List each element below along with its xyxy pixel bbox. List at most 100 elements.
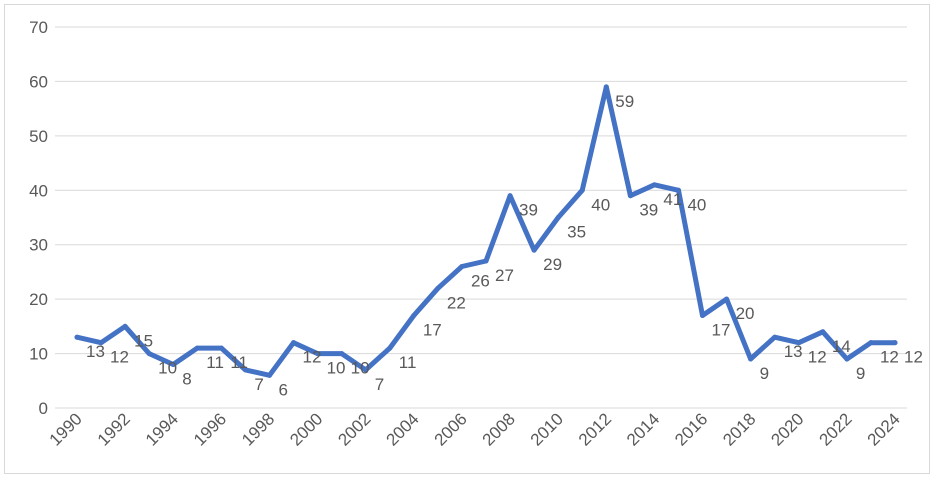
data-point (339, 351, 345, 357)
data-point (796, 340, 802, 346)
data-label: 40 (687, 195, 706, 214)
x-tick-label: 1992 (94, 409, 134, 449)
data-label: 7 (375, 375, 384, 394)
y-tick-label: 20 (29, 290, 48, 309)
data-point (700, 312, 706, 318)
data-point (724, 296, 730, 302)
data-label: 20 (736, 304, 755, 323)
data-label: 39 (519, 201, 538, 220)
y-tick-label: 10 (29, 345, 48, 364)
x-tick-label: 1994 (142, 409, 182, 449)
data-label: 12 (303, 348, 322, 367)
x-tick-label: 2014 (623, 409, 663, 449)
x-tick-label: 2000 (286, 409, 326, 449)
data-point (170, 361, 176, 367)
data-label: 12 (904, 348, 923, 367)
y-tick-label: 50 (29, 127, 48, 146)
data-label: 17 (712, 320, 731, 339)
chart-frame (4, 4, 930, 474)
data-label: 41 (663, 190, 682, 209)
data-point (218, 345, 224, 351)
data-label: 13 (784, 342, 803, 361)
data-point (315, 351, 321, 357)
data-point (411, 312, 417, 318)
x-tick-label: 1998 (238, 409, 278, 449)
y-tick-label: 30 (29, 236, 48, 255)
data-label: 10 (327, 359, 346, 378)
data-point (772, 334, 778, 340)
y-tick-label: 40 (29, 181, 48, 200)
data-label: 39 (639, 201, 658, 220)
data-point (507, 193, 513, 199)
data-label: 59 (615, 92, 634, 111)
data-point (291, 340, 297, 346)
data-label: 8 (182, 369, 191, 388)
data-label: 11 (206, 353, 224, 372)
data-point (242, 367, 248, 373)
x-axis-ticks: 1990 1992 1994 1996 1998 2000 2002 2004 2006 2008… (46, 409, 904, 449)
data-label: 40 (591, 195, 610, 214)
data-label: 14 (832, 337, 851, 356)
data-point (651, 182, 657, 188)
data-label: 22 (447, 293, 466, 312)
data-point (435, 285, 441, 291)
data-point (74, 334, 80, 340)
data-label: 10 (158, 359, 177, 378)
data-point (98, 340, 104, 346)
x-tick-label: 2008 (479, 409, 519, 449)
data-label: 7 (254, 375, 263, 394)
data-point (122, 323, 128, 329)
data-label: 26 (471, 271, 490, 290)
data-point (627, 193, 633, 199)
data-label: 29 (543, 255, 562, 274)
data-label: 15 (134, 331, 153, 350)
data-point (459, 263, 465, 269)
data-point (820, 329, 826, 335)
data-point (363, 367, 369, 373)
x-tick-label: 2004 (382, 409, 422, 449)
x-tick-label: 2020 (767, 409, 807, 449)
data-label: 9 (856, 364, 865, 383)
x-tick-label: 2010 (527, 409, 567, 449)
data-point (146, 351, 152, 357)
data-label: 12 (880, 348, 899, 367)
data-point (555, 215, 561, 220)
x-tick-label: 2002 (334, 409, 374, 449)
x-tick-label: 2022 (816, 409, 856, 449)
series-line-0 (74, 84, 898, 378)
x-tick-label: 1990 (46, 409, 86, 449)
y-tick-label: 0 (39, 399, 48, 418)
data-point (675, 187, 681, 193)
x-tick-label: 2024 (864, 409, 904, 449)
data-point (194, 345, 200, 351)
data-label: 12 (808, 348, 827, 367)
data-label: 35 (567, 223, 586, 242)
x-tick-label: 2018 (719, 409, 759, 449)
data-label: 12 (110, 348, 129, 367)
data-point (748, 356, 754, 362)
y-axis-ticks: 0 10 20 30 40 50 60 70 (29, 18, 48, 418)
data-label: 17 (423, 320, 442, 339)
x-tick-label: 2006 (431, 409, 471, 449)
x-tick-label: 2016 (671, 409, 711, 449)
data-point (266, 372, 272, 378)
x-tick-label: 1996 (190, 409, 230, 449)
series-group (74, 84, 898, 378)
data-label: 11 (230, 353, 248, 372)
y-tick-label: 70 (29, 18, 48, 37)
data-point (483, 258, 489, 264)
data-point (844, 356, 850, 362)
data-label: 27 (495, 266, 514, 285)
data-point (868, 340, 874, 346)
data-label: 11 (399, 353, 417, 372)
data-label: 10 (351, 359, 370, 378)
data-label: 6 (278, 380, 287, 399)
data-point (603, 84, 609, 90)
gridlines (55, 26, 907, 409)
data-point (892, 340, 898, 346)
data-label: 13 (86, 342, 105, 361)
data-point (387, 345, 393, 351)
data-point (531, 247, 537, 253)
